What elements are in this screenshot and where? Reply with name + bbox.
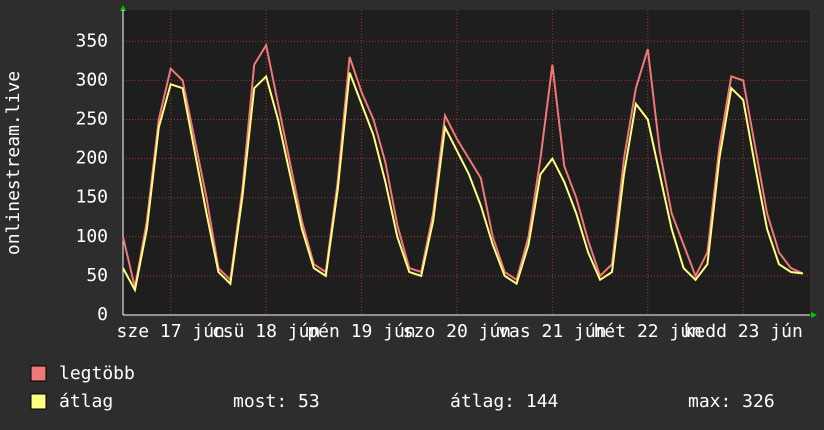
y-axis-label: onlinestream.live: [3, 71, 24, 255]
x-tick-label: pén 19 jún: [307, 321, 415, 342]
plot-area: [123, 10, 810, 315]
stat: max: 326: [688, 391, 775, 412]
y-tick-label: 200: [75, 148, 108, 169]
x-tick-label: szo 20 jún: [403, 321, 511, 342]
x-tick-label: sze 17 jún: [117, 321, 225, 342]
stat: átlag: 144: [450, 391, 558, 412]
legend-swatch: [30, 393, 47, 410]
x-tick-label: vas 21 jún: [498, 321, 606, 342]
legend-label: átlag: [59, 391, 113, 412]
y-tick-label: 0: [97, 304, 108, 325]
x-tick-label: hét 22 jún: [594, 321, 702, 342]
legend-label: legtöbb: [59, 363, 135, 384]
y-arrow: [120, 5, 126, 11]
y-tick-label: 50: [86, 265, 108, 286]
x-arrow: [811, 312, 817, 318]
x-tick-label: csü 18 jún: [212, 321, 320, 342]
y-tick-label: 150: [75, 187, 108, 208]
y-tick-label: 350: [75, 30, 108, 51]
y-tick-label: 300: [75, 69, 108, 90]
legend-swatch: [30, 365, 47, 382]
y-tick-label: 250: [75, 108, 108, 129]
series-line: [122, 72, 803, 293]
y-tick-label: 100: [75, 226, 108, 247]
stat: most: 53: [233, 391, 320, 412]
x-tick-label: kedd 23 jún: [684, 321, 803, 342]
